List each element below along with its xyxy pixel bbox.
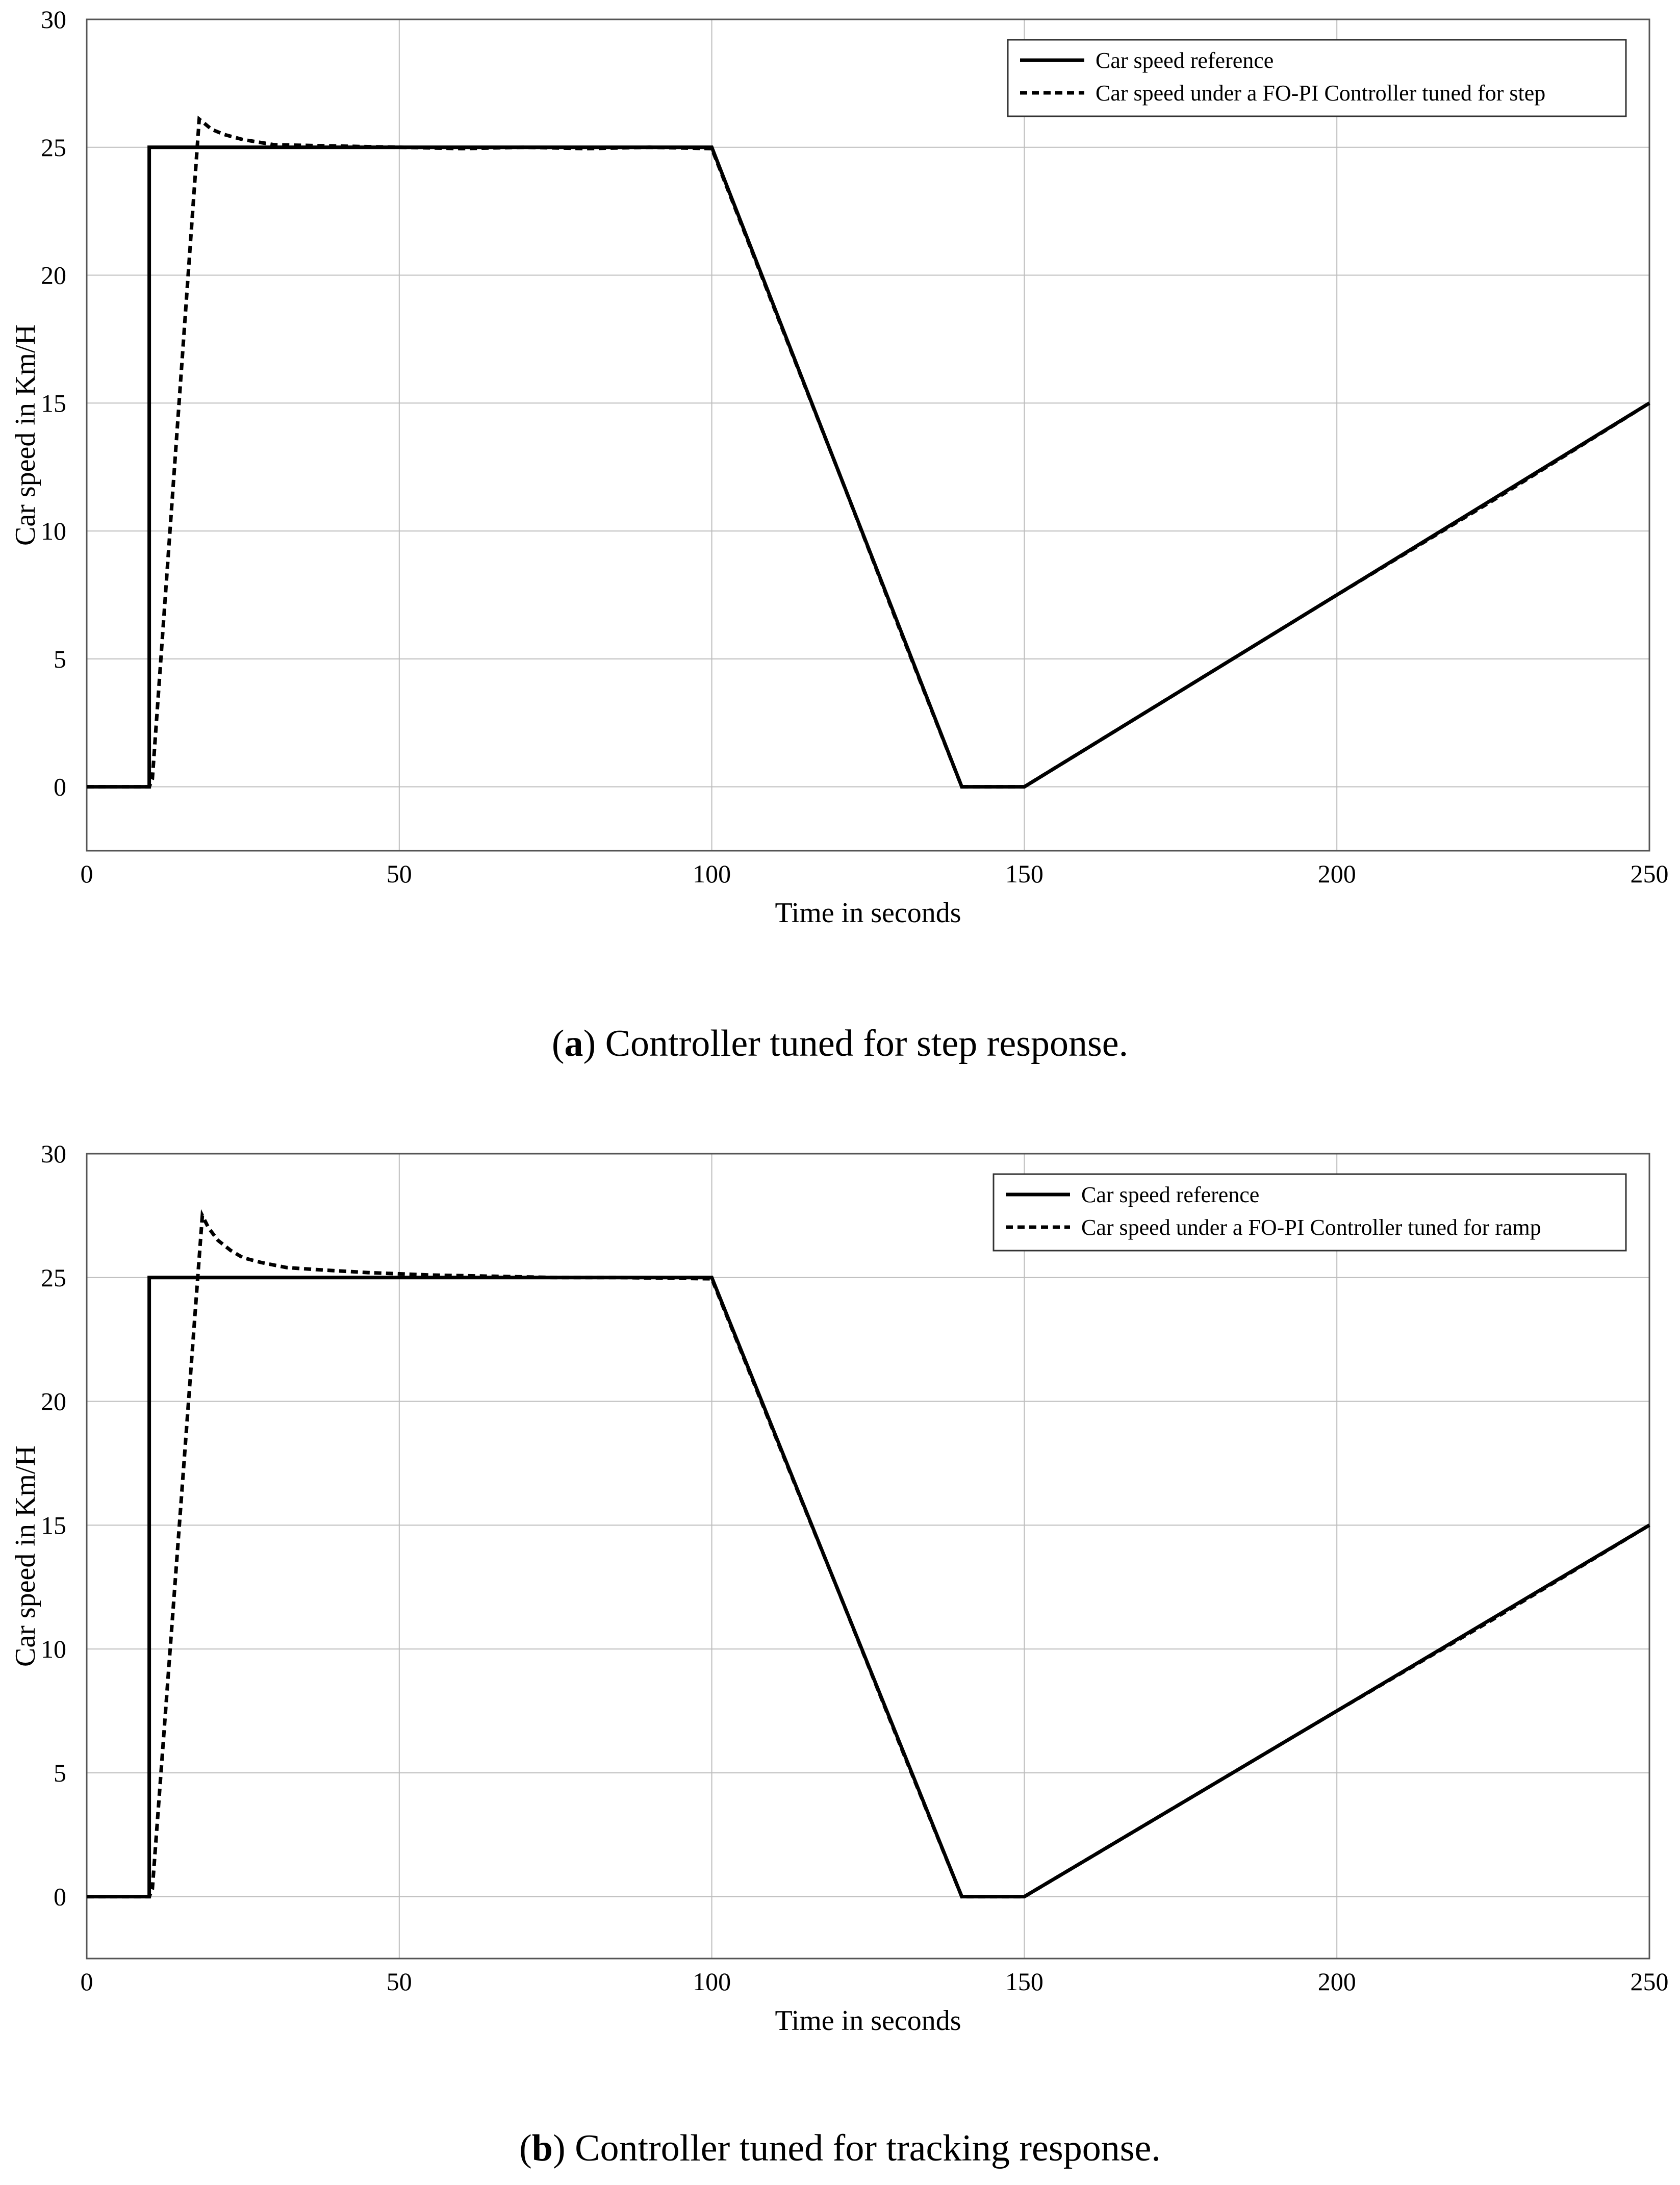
chart-b: 0 50 100 150 200 250 0 5 10 15 20 25 30 Time in secon…	[10, 1139, 1669, 2169]
x-tick-label: 150	[1005, 859, 1043, 888]
y-tick-label: 0	[54, 773, 66, 801]
y-tick-label: 0	[54, 1883, 66, 1911]
series-line-response	[87, 115, 1650, 789]
series-line-reference	[87, 145, 1650, 789]
x-tick-label: 0	[81, 1967, 93, 1996]
series-line-reference	[87, 1276, 1650, 1899]
x-tick-label: 250	[1631, 859, 1669, 888]
x-tick-label: 100	[693, 1967, 731, 1996]
x-tick-label: 150	[1005, 1967, 1043, 1996]
caption-label: b	[532, 2127, 553, 2169]
x-tick-label: 50	[387, 859, 412, 888]
y-tick-label: 5	[54, 1759, 66, 1787]
legend: Car speed reference Car speed under a FO-…	[1007, 39, 1627, 117]
y-tick-label: 15	[41, 1511, 66, 1539]
x-axis-label: Time in seconds	[775, 897, 961, 929]
figure-caption: (a) Controller tuned for step response.	[552, 1023, 1128, 1064]
chart-a: 0 50 100 150 200 250 0 5 10 15 20 25 30 Time in secon…	[10, 5, 1669, 1064]
legend: Car speed reference Car speed under a FO-…	[992, 1173, 1627, 1252]
y-axis-label: Car speed in Km/H	[10, 324, 41, 546]
legend-box	[1007, 39, 1627, 117]
y-tick-label: 10	[41, 1635, 66, 1663]
series-line-response	[87, 1209, 1650, 1899]
caption-label: a	[565, 1023, 583, 1064]
caption-text: Controller tuned for step response.	[605, 1023, 1129, 1064]
y-tick-label: 25	[41, 133, 66, 162]
plot-frame	[86, 1153, 1650, 1960]
x-tick-label: 200	[1318, 859, 1356, 888]
legend-entry: Car speed under a FO-PI Controller tuned…	[1081, 1215, 1541, 1240]
caption-text: Controller tuned for tracking response.	[575, 2127, 1161, 2169]
y-tick-label: 30	[41, 5, 66, 34]
legend-entry: Car speed under a FO-PI Controller tuned…	[1096, 81, 1545, 106]
y-tick-label: 20	[41, 261, 66, 290]
x-tick-label: 250	[1631, 1967, 1669, 1996]
x-tick-label: 50	[387, 1967, 412, 1996]
plot-frame	[86, 18, 1650, 852]
y-tick-label: 25	[41, 1263, 66, 1292]
legend-entry: Car speed reference	[1081, 1182, 1259, 1207]
legend-entry: Car speed reference	[1096, 48, 1274, 73]
y-tick-label: 15	[41, 389, 66, 417]
y-tick-label: 20	[41, 1387, 66, 1416]
x-tick-label: 200	[1318, 1967, 1356, 1996]
legend-box	[992, 1173, 1627, 1252]
y-axis-label: Car speed in Km/H	[10, 1445, 41, 1667]
y-tick-label: 30	[41, 1139, 66, 1168]
x-axis-label: Time in seconds	[775, 2005, 961, 2037]
y-tick-label: 10	[41, 517, 66, 545]
y-tick-label: 5	[54, 645, 66, 673]
figure-caption: (b) Controller tuned for tracking respon…	[519, 2127, 1161, 2169]
x-tick-label: 100	[693, 859, 731, 888]
x-tick-label: 0	[81, 859, 93, 888]
